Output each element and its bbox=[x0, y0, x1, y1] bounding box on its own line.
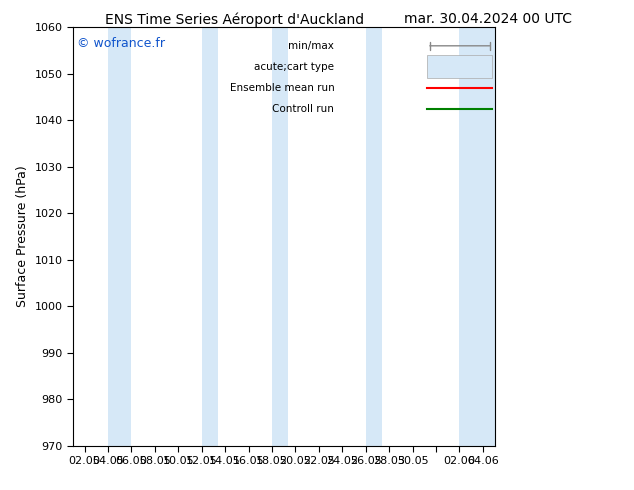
Text: acute;cart type: acute;cart type bbox=[254, 62, 334, 72]
Text: ENS Time Series Aéroport d'Auckland: ENS Time Series Aéroport d'Auckland bbox=[105, 12, 364, 27]
Bar bbox=[427, 55, 493, 78]
Text: min/max: min/max bbox=[288, 41, 334, 51]
Text: mar. 30.04.2024 00 UTC: mar. 30.04.2024 00 UTC bbox=[404, 12, 572, 26]
Text: Ensemble mean run: Ensemble mean run bbox=[230, 83, 334, 93]
Bar bbox=[272, 27, 288, 446]
Bar bbox=[202, 27, 218, 446]
Y-axis label: Surface Pressure (hPa): Surface Pressure (hPa) bbox=[16, 166, 29, 307]
Text: Controll run: Controll run bbox=[273, 104, 334, 114]
Bar bbox=[460, 27, 495, 446]
Bar bbox=[108, 27, 131, 446]
Text: © wofrance.fr: © wofrance.fr bbox=[77, 37, 165, 50]
Bar bbox=[366, 27, 382, 446]
